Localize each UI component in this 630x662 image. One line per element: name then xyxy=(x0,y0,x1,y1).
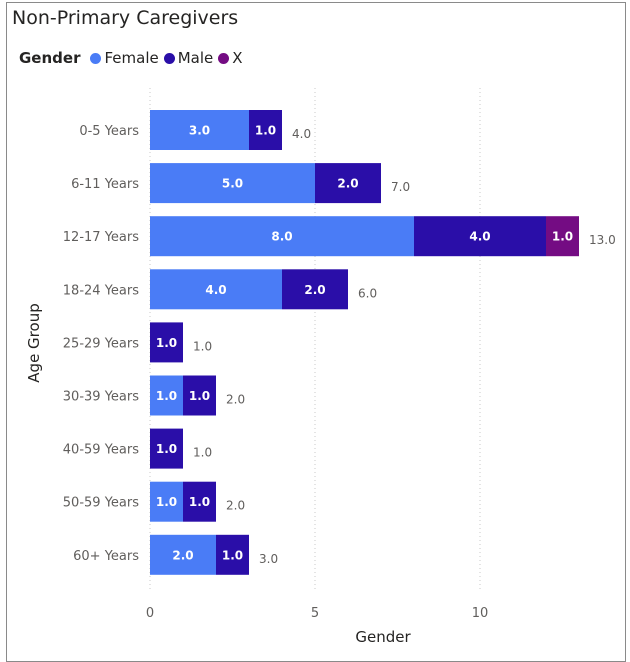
data-label: 1.0 xyxy=(222,548,243,562)
y-axis-title: Age Group xyxy=(25,303,43,382)
bar-segment-male xyxy=(150,322,183,363)
bar-segment-female xyxy=(150,110,249,150)
data-label: 1.0 xyxy=(156,336,177,350)
legend-dot-male xyxy=(163,52,175,64)
data-label: 1.0 xyxy=(189,389,210,403)
data-label: 1.0 xyxy=(552,230,573,244)
data-label: 2.0 xyxy=(172,548,193,562)
legend-label-x: X xyxy=(232,49,243,67)
data-label: 4.0 xyxy=(205,283,226,297)
data-label: 1.0 xyxy=(156,442,177,456)
total-label: 3.0 xyxy=(259,552,278,566)
total-label: 1.0 xyxy=(193,446,212,460)
x-tick-label: 5 xyxy=(311,606,319,621)
data-label: 1.0 xyxy=(156,389,177,403)
total-label: 7.0 xyxy=(391,180,410,194)
bar-segment-male xyxy=(216,534,249,575)
chart-title: Non-Primary Caregivers xyxy=(12,7,239,29)
y-tick-label: 18-24 Years xyxy=(63,283,139,298)
bar-segment-female xyxy=(150,534,216,575)
data-label: 5.0 xyxy=(222,177,243,191)
y-tick-label: 25-29 Years xyxy=(63,336,139,351)
y-tick-label: 6-11 Years xyxy=(71,177,139,192)
total-label: 1.0 xyxy=(193,339,212,353)
legend: Gender Female Male X xyxy=(19,49,248,67)
bar-segment-male xyxy=(282,269,348,310)
data-label: 3.0 xyxy=(189,124,210,138)
data-label: 1.0 xyxy=(189,495,210,509)
bar-segment-male xyxy=(315,163,381,204)
bar-segment-male xyxy=(183,375,216,416)
data-label: 1.0 xyxy=(255,124,276,138)
y-tick-label: 60+ Years xyxy=(73,549,139,564)
y-tick-label: 30-39 Years xyxy=(63,390,139,405)
bar-segment-male xyxy=(183,481,216,522)
data-label: 2.0 xyxy=(304,283,325,297)
bar-segment-female xyxy=(150,216,414,257)
x-axis-title: Gender xyxy=(355,628,411,646)
legend-dot-x xyxy=(218,52,230,64)
bar-segment-male xyxy=(414,216,546,257)
total-label: 13.0 xyxy=(589,233,616,247)
y-tick-label: 40-59 Years xyxy=(63,443,139,458)
legend-item-female[interactable]: Female xyxy=(90,49,159,67)
x-tick-label: 10 xyxy=(472,606,489,621)
total-label: 2.0 xyxy=(226,499,245,513)
total-label: 6.0 xyxy=(358,286,377,300)
data-label: 4.0 xyxy=(469,230,490,244)
bar-segment-male xyxy=(249,110,282,150)
bar-segment-female xyxy=(150,375,183,416)
data-label: 1.0 xyxy=(156,495,177,509)
legend-item-male[interactable]: Male xyxy=(163,49,214,67)
total-label: 2.0 xyxy=(226,393,245,407)
legend-label-male: Male xyxy=(177,49,214,67)
data-label: 8.0 xyxy=(271,230,292,244)
total-label: 4.0 xyxy=(292,127,311,141)
y-tick-label: 12-17 Years xyxy=(63,230,139,245)
bar-segment-female xyxy=(150,269,282,310)
legend-label-female: Female xyxy=(104,49,159,67)
x-tick-label: 0 xyxy=(146,606,154,621)
chart-visual-frame[interactable] xyxy=(6,2,626,662)
bar-segment-female xyxy=(150,163,315,204)
bar-segment-male xyxy=(150,428,183,469)
bar-segment-x xyxy=(546,216,579,257)
y-tick-label: 0-5 Years xyxy=(79,124,139,139)
legend-dot-female xyxy=(90,52,102,64)
legend-title: Gender xyxy=(19,49,81,67)
data-label: 2.0 xyxy=(337,177,358,191)
legend-item-x[interactable]: X xyxy=(218,49,243,67)
bar-segment-female xyxy=(150,481,183,522)
y-tick-label: 50-59 Years xyxy=(63,496,139,511)
